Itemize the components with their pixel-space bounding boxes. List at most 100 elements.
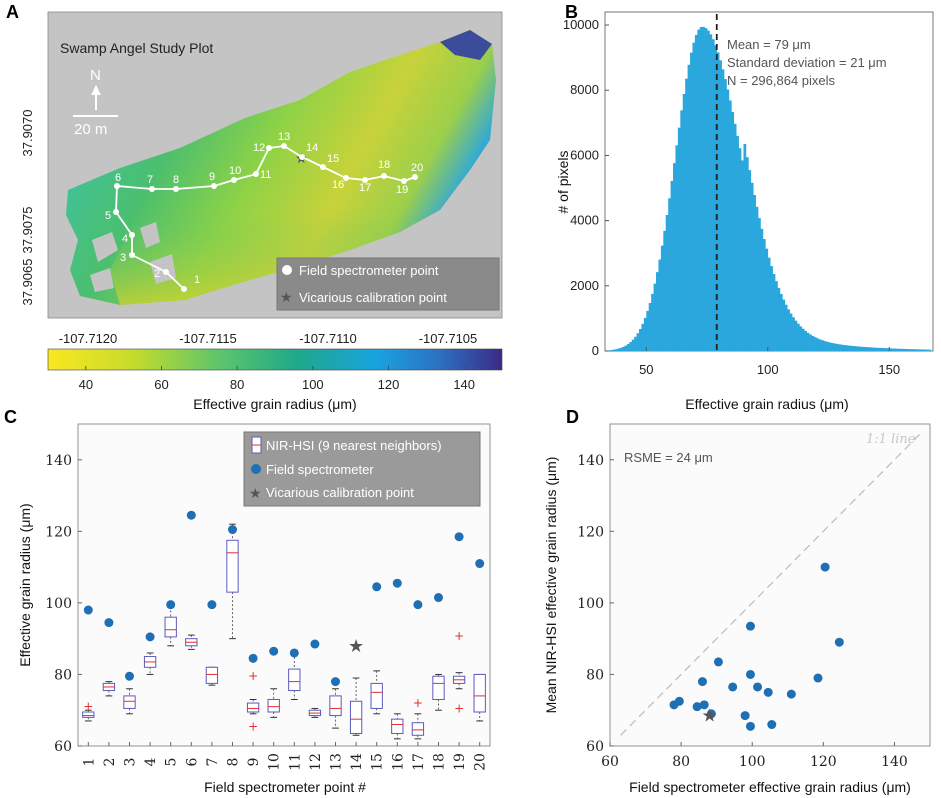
map-point-label-9: 9 — [209, 171, 215, 183]
histogram-y-tick-10000: 10000 — [563, 17, 599, 32]
histogram-bar — [826, 341, 829, 351]
boxplot-x-tick-1: 1 — [81, 758, 97, 767]
map-point-label-19: 19 — [396, 184, 408, 196]
field-point-19 — [454, 532, 464, 542]
map-x-tick--107.7110: -107.7110 — [299, 331, 357, 346]
histogram-bar — [772, 273, 776, 351]
box-18 — [432, 675, 445, 700]
histogram-bar — [624, 345, 628, 351]
map-legend-box — [276, 257, 500, 311]
histogram-bar — [716, 52, 720, 352]
panel-c-label: C — [4, 407, 17, 427]
map-point-label-10: 10 — [229, 165, 241, 177]
map-point-17 — [362, 177, 368, 183]
histogram-bar — [777, 287, 781, 351]
legend-vicarious: Vicarious calibration point — [266, 485, 414, 500]
map-point-10 — [231, 177, 237, 183]
histogram-bar — [869, 347, 873, 351]
scatter-x-tick-100: 100 — [739, 754, 766, 770]
histogram-bar — [896, 348, 900, 351]
histogram-bar — [685, 78, 688, 351]
histogram-bar — [796, 323, 800, 351]
outlier-1: + — [83, 700, 93, 714]
scatter-x-tick-120: 120 — [810, 754, 837, 770]
scatter-y-label: Mean NIR-HSI effective grain radius (μm) — [543, 457, 559, 714]
panel-b-label: B — [565, 2, 578, 22]
map-point-label-15: 15 — [327, 153, 339, 165]
map-y-tick-37.9075: 37.9075 — [20, 207, 35, 254]
panel-d-label: D — [566, 407, 579, 427]
field-point-12 — [310, 639, 320, 649]
map-point-label-17: 17 — [359, 182, 371, 194]
map-point-label-11: 11 — [260, 169, 271, 181]
scatter-point-18 — [820, 562, 830, 572]
histogram-bar — [804, 330, 807, 351]
boxplot-x-tick-20: 20 — [473, 753, 489, 771]
box-17 — [411, 722, 425, 736]
histogram-bar — [673, 163, 676, 351]
colorbar-ticks: 40 60 80 100 120 140 — [79, 366, 475, 392]
histogram-bar — [651, 293, 654, 351]
histogram-bar — [823, 341, 827, 351]
boxplot-x-tick-10: 10 — [267, 753, 283, 771]
histogram-bar — [719, 60, 722, 351]
histogram-bar — [923, 349, 927, 351]
histogram-bar — [792, 317, 795, 351]
map-point-label-13: 13 — [278, 131, 290, 143]
field-point-9 — [248, 653, 258, 663]
histogram-bar — [758, 218, 761, 351]
vicarious-star-14: ★ — [348, 636, 364, 656]
histogram-bar — [918, 349, 922, 351]
map-point-2 — [163, 269, 169, 275]
map-point-label-2: 2 — [154, 268, 160, 280]
colorbar-tick-120: 120 — [378, 377, 400, 392]
histogram-bar — [680, 110, 684, 351]
histogram-bar — [762, 239, 766, 351]
histogram-bar — [903, 348, 907, 351]
field-point-13 — [331, 677, 340, 687]
boxplot-x-tick-5: 5 — [164, 758, 180, 767]
box-14 — [349, 700, 363, 734]
histogram-bar — [818, 339, 822, 351]
stdev-annotation: Standard deviation = 21 μm — [727, 55, 887, 70]
outlier-19: + — [454, 701, 464, 715]
scatter-point-13 — [753, 682, 763, 692]
histogram-bar — [816, 338, 820, 351]
histogram-bar — [639, 328, 642, 351]
field-point-17 — [413, 600, 423, 610]
histogram-y-tick-0: 0 — [592, 343, 599, 358]
map-x-tick--107.7115: -107.7115 — [179, 331, 237, 346]
map-point-12 — [266, 145, 272, 151]
histogram-bar — [784, 304, 788, 351]
map-point-4 — [129, 232, 135, 238]
scatter-point-15 — [767, 720, 777, 730]
scatter-point-6 — [706, 709, 716, 719]
histogram-bar — [636, 333, 640, 351]
map-point-13 — [281, 143, 287, 149]
boxplot-x-tick-6: 6 — [184, 757, 200, 766]
histogram-y-tick-2000: 2000 — [570, 278, 599, 293]
scatter-point-2 — [674, 696, 684, 706]
histogram-bar — [864, 347, 868, 351]
map-point-7 — [149, 186, 155, 192]
scatter-y-ticks: 60 80 100 120 140 — [577, 453, 614, 755]
histogram-bar — [699, 27, 703, 352]
map-point-label-8: 8 — [173, 174, 179, 186]
histogram-bar — [872, 347, 875, 351]
colorbar-tick-140: 140 — [453, 377, 475, 392]
histogram-x-tick-50: 50 — [639, 362, 653, 377]
scatter-point-3 — [692, 702, 702, 712]
north-arrow-icon — [91, 85, 101, 95]
field-point-10 — [269, 646, 279, 656]
histogram-bar — [889, 348, 892, 351]
colorbar — [47, 348, 503, 371]
histogram-bar — [707, 30, 710, 351]
histogram-bar — [748, 170, 752, 351]
scatter-y-tick-120: 120 — [577, 524, 604, 540]
histogram-bar — [850, 345, 854, 351]
field-point-5 — [166, 600, 176, 610]
scatter-x-ticks: 60 80 100 120 140 — [601, 742, 908, 770]
scatter-point-10 — [745, 621, 755, 631]
map-y-tick-37.9065: 37.9065 — [20, 259, 35, 306]
legend-star-icon: ★ — [249, 485, 262, 501]
